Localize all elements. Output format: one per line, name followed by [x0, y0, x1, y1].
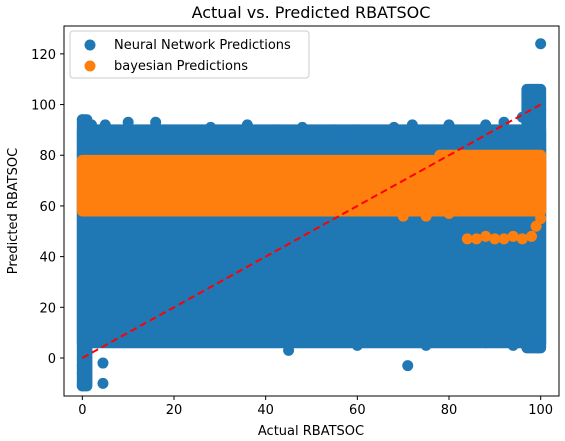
legend-marker-bayesian [85, 61, 96, 72]
scatter-point [402, 360, 413, 371]
scatter-point [508, 340, 519, 351]
scatter-point [97, 378, 108, 389]
scatter-point [97, 358, 108, 369]
scatter-point [444, 119, 455, 130]
scatter-point [407, 119, 418, 130]
y-tick-label: 100 [31, 99, 56, 114]
scatter-point [352, 124, 363, 135]
scatter-point [480, 119, 491, 130]
y-tick-label: 80 [39, 149, 56, 164]
scatter-point [535, 175, 546, 186]
x-tick-label: 60 [349, 403, 366, 418]
scatter-point [269, 124, 280, 135]
legend: Neural Network Predictions bayesian Pred… [70, 31, 309, 78]
x-tick-label: 40 [257, 403, 274, 418]
legend-label-bayesian: bayesian Predictions [114, 59, 248, 74]
scatter-point [444, 208, 455, 219]
scatter-point [329, 124, 340, 135]
scatter-point [242, 119, 253, 130]
y-tick-label: 40 [39, 251, 56, 266]
scatter-point-cluster [434, 150, 546, 217]
legend-marker-neural-network [85, 40, 96, 51]
y-axis-ticks: 0 20 40 60 80 100 120 [31, 48, 64, 367]
scatter-point [352, 340, 363, 351]
y-tick-label: 120 [31, 48, 56, 63]
scatter-point [100, 119, 111, 130]
x-tick-label: 0 [78, 403, 86, 418]
y-axis-label: Predicted RBATSOC [6, 148, 21, 275]
scatter-point [86, 119, 97, 130]
scatter-point [535, 185, 546, 196]
scatter-point [77, 378, 88, 389]
scatter-point [123, 117, 134, 128]
scatter-point [535, 165, 546, 176]
scatter-point [421, 211, 432, 222]
scatter-point [421, 340, 432, 351]
scatter-point [526, 97, 537, 108]
scatter-point [535, 38, 546, 49]
scatter-point [531, 150, 542, 161]
scatter-point [480, 337, 491, 348]
scatter-point [533, 342, 544, 353]
scatter-point [205, 122, 216, 133]
y-tick-label: 20 [39, 301, 56, 316]
scatter-point [297, 122, 308, 133]
plot-area [77, 38, 546, 391]
x-tick-label: 20 [166, 403, 183, 418]
x-axis-label: Actual RBATSOC [258, 424, 364, 439]
legend-label-neural-network: Neural Network Predictions [114, 38, 291, 53]
x-tick-label: 100 [528, 403, 553, 418]
scatter-point [398, 211, 409, 222]
y-tick-label: 0 [48, 352, 56, 367]
scatter-point [283, 345, 294, 356]
scatter-point [535, 206, 546, 217]
scatter-point [81, 340, 92, 351]
chart-title: Actual vs. Predicted RBATSOC [192, 3, 431, 22]
x-axis-ticks: 0 20 40 60 80 100 [78, 396, 553, 418]
scatter-point [389, 122, 400, 133]
scatter-point [535, 195, 546, 206]
x-tick-label: 80 [441, 403, 458, 418]
scatter-point [526, 231, 537, 242]
scatter-point [526, 84, 537, 95]
y-tick-label: 60 [39, 200, 56, 215]
scatter-point [150, 117, 161, 128]
